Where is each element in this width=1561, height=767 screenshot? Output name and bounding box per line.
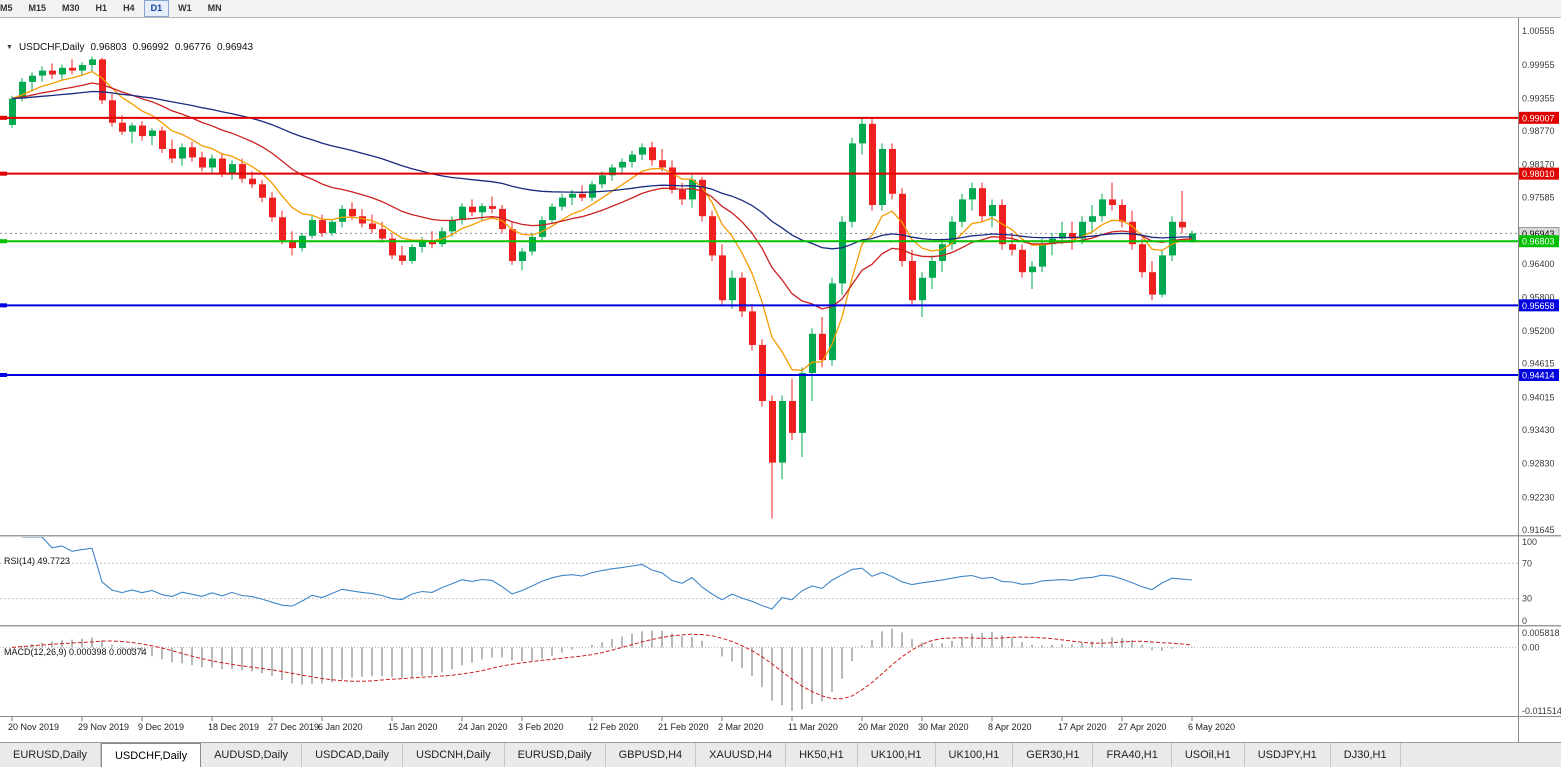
svg-text:0.92830: 0.92830 bbox=[1522, 459, 1555, 469]
svg-text:11 Mar 2020: 11 Mar 2020 bbox=[788, 722, 838, 732]
svg-text:20 Nov 2019: 20 Nov 2019 bbox=[8, 722, 59, 732]
svg-text:100: 100 bbox=[1522, 537, 1537, 547]
timeframe-toolbar: M5 M15 M30 H1 H4 D1 W1 MN bbox=[0, 0, 1561, 18]
chart-tab-hk50-h1[interactable]: HK50,H1 bbox=[786, 743, 858, 767]
ohlc-close: 0.96943 bbox=[216, 42, 254, 53]
chart-symbol: USDCHF,Daily bbox=[18, 42, 85, 53]
rsi-pane: 100 70 30 0 bbox=[0, 536, 1537, 626]
chart-tab-usdjpy-h1[interactable]: USDJPY,H1 bbox=[1245, 743, 1331, 767]
svg-text:0.94615: 0.94615 bbox=[1522, 359, 1555, 369]
svg-text:17 Apr 2020: 17 Apr 2020 bbox=[1058, 722, 1107, 732]
timeframe-button-m15[interactable]: M15 bbox=[28, 3, 47, 13]
svg-text:29 Nov 2019: 29 Nov 2019 bbox=[78, 722, 129, 732]
timeframe-button-m30[interactable]: M30 bbox=[62, 3, 80, 13]
candlesticks bbox=[9, 56, 1196, 519]
svg-text:0.00: 0.00 bbox=[1522, 642, 1540, 652]
svg-text:0.97585: 0.97585 bbox=[1522, 192, 1555, 202]
svg-text:0.93430: 0.93430 bbox=[1522, 425, 1555, 435]
chart-tab-ger30-h1[interactable]: GER30,H1 bbox=[1013, 743, 1094, 767]
svg-text:6 Jan 2020: 6 Jan 2020 bbox=[318, 722, 363, 732]
ma-line-55 bbox=[11, 90, 1193, 250]
svg-text:0.96943: 0.96943 bbox=[1522, 229, 1555, 239]
svg-text:0.96400: 0.96400 bbox=[1522, 259, 1555, 269]
macd-indicator-label: MACD(12,26,9) 0.000398 0.000374 bbox=[4, 647, 147, 657]
chart-tab-dj30-h1[interactable]: DJ30,H1 bbox=[1331, 743, 1401, 767]
svg-text:0: 0 bbox=[1522, 616, 1527, 626]
svg-text:20 Mar 2020: 20 Mar 2020 bbox=[858, 722, 909, 732]
svg-text:2 Mar 2020: 2 Mar 2020 bbox=[718, 722, 764, 732]
chart-tab-bar: EURUSD,Daily USDCHF,Daily AUDUSD,Daily USDC… bbox=[0, 742, 1561, 767]
svg-text:0.92230: 0.92230 bbox=[1522, 492, 1555, 502]
svg-text:8 Apr 2020: 8 Apr 2020 bbox=[988, 722, 1032, 732]
svg-text:0.005818: 0.005818 bbox=[1522, 628, 1560, 638]
chart-window[interactable]: 1.00555 0.99955 0.99355 0.98770 0.98170 0.975… bbox=[0, 18, 1561, 742]
svg-text:0.94414: 0.94414 bbox=[1522, 370, 1555, 380]
ma-line-8 bbox=[11, 70, 1193, 372]
svg-text:12 Feb 2020: 12 Feb 2020 bbox=[588, 722, 639, 732]
ohlc-open: 0.96803 bbox=[90, 42, 127, 53]
svg-text:70: 70 bbox=[1522, 558, 1532, 568]
date-axis[interactable]: 20 Nov 2019 29 Nov 2019 9 Dec 2019 18 Dec 2… bbox=[8, 716, 1235, 733]
svg-text:0.91645: 0.91645 bbox=[1522, 525, 1555, 535]
rsi-line bbox=[22, 536, 1193, 610]
ma-line-21 bbox=[11, 82, 1193, 310]
chart-tab-usdchf-daily[interactable]: USDCHF,Daily bbox=[100, 743, 202, 767]
svg-text:15 Jan 2020: 15 Jan 2020 bbox=[388, 722, 438, 732]
svg-text:27 Dec 2019: 27 Dec 2019 bbox=[268, 722, 319, 732]
chart-tab-eurusd-daily[interactable]: EURUSD,Daily bbox=[0, 743, 101, 767]
timeframe-button-w1[interactable]: W1 bbox=[178, 3, 192, 13]
rsi-indicator-label: RSI(14) 49.7723 bbox=[4, 556, 71, 566]
chart-tab-gbpusd-h4[interactable]: GBPUSD,H4 bbox=[606, 743, 697, 767]
svg-text:24 Jan 2020: 24 Jan 2020 bbox=[458, 722, 508, 732]
svg-text:0.98770: 0.98770 bbox=[1522, 126, 1555, 136]
chart-tab-uk100-h1[interactable]: UK100,H1 bbox=[858, 743, 936, 767]
timeframe-button-d1[interactable]: D1 bbox=[143, 0, 170, 17]
svg-text:0.94015: 0.94015 bbox=[1522, 392, 1555, 402]
macd-pane: 0.005818 0.00 -0.011514 bbox=[0, 628, 1561, 716]
svg-text:0.95200: 0.95200 bbox=[1522, 326, 1555, 336]
svg-text:21 Feb 2020: 21 Feb 2020 bbox=[658, 722, 709, 732]
svg-text:18 Dec 2019: 18 Dec 2019 bbox=[208, 722, 259, 732]
horizontal-lines[interactable] bbox=[0, 115, 1518, 377]
chart-tab-audusd-daily[interactable]: AUDUSD,Daily bbox=[201, 743, 303, 767]
chart-tab-eurusd-daily[interactable]: EURUSD,Daily bbox=[505, 743, 606, 767]
svg-text:30 Mar 2020: 30 Mar 2020 bbox=[918, 722, 969, 732]
price-axis-chips: 0.96943 0.99007 0.98010 0.96803 0.95658 0.944… bbox=[1518, 111, 1560, 381]
svg-text:0.99355: 0.99355 bbox=[1522, 93, 1555, 103]
svg-text:30: 30 bbox=[1522, 594, 1532, 604]
timeframe-button-mn[interactable]: MN bbox=[207, 3, 222, 13]
svg-text:0.98170: 0.98170 bbox=[1522, 160, 1555, 170]
macd-signal-line bbox=[11, 633, 1193, 700]
timeframe-button-h1[interactable]: H1 bbox=[95, 3, 108, 13]
chart-title: ▼ USDCHF,Daily 0.96803 0.96992 0.96776 0… bbox=[6, 42, 253, 53]
chart-canvas[interactable]: 1.00555 0.99955 0.99355 0.98770 0.98170 0.975… bbox=[0, 18, 1561, 742]
chart-tab-xauusd-h4[interactable]: XAUUSD,H4 bbox=[696, 743, 787, 767]
timeframe-button-m5[interactable]: M5 bbox=[0, 3, 13, 13]
svg-text:3 Feb 2020: 3 Feb 2020 bbox=[518, 722, 564, 732]
svg-text:0.95658: 0.95658 bbox=[1522, 301, 1555, 311]
moving-average-lines bbox=[11, 70, 1193, 372]
svg-text:0.95800: 0.95800 bbox=[1522, 292, 1555, 302]
chart-tab-usdcnh-daily[interactable]: USDCNH,Daily bbox=[403, 743, 505, 767]
svg-text:0.96803: 0.96803 bbox=[1522, 237, 1555, 247]
chart-tab-uk100-h1[interactable]: UK100,H1 bbox=[936, 743, 1014, 767]
chart-menu-icon[interactable]: ▼ bbox=[6, 44, 13, 51]
svg-text:-0.011514: -0.011514 bbox=[1522, 706, 1561, 716]
svg-text:0.98010: 0.98010 bbox=[1522, 169, 1555, 179]
svg-text:0.99955: 0.99955 bbox=[1522, 60, 1555, 70]
chart-tab-usdcad-daily[interactable]: USDCAD,Daily bbox=[302, 743, 404, 767]
chart-tab-fra40-h1[interactable]: FRA40,H1 bbox=[1093, 743, 1172, 767]
svg-text:1.00555: 1.00555 bbox=[1522, 26, 1555, 36]
timeframe-button-h4[interactable]: H4 bbox=[123, 3, 135, 13]
svg-text:9 Dec 2019: 9 Dec 2019 bbox=[138, 722, 184, 732]
svg-text:6 May 2020: 6 May 2020 bbox=[1188, 722, 1235, 732]
svg-text:0.99007: 0.99007 bbox=[1522, 113, 1555, 123]
svg-text:27 Apr 2020: 27 Apr 2020 bbox=[1118, 722, 1167, 732]
ohlc-high: 0.96992 bbox=[132, 42, 169, 53]
ohlc-low: 0.96776 bbox=[174, 42, 211, 53]
chart-tab-usoil-h1[interactable]: USOil,H1 bbox=[1172, 743, 1245, 767]
